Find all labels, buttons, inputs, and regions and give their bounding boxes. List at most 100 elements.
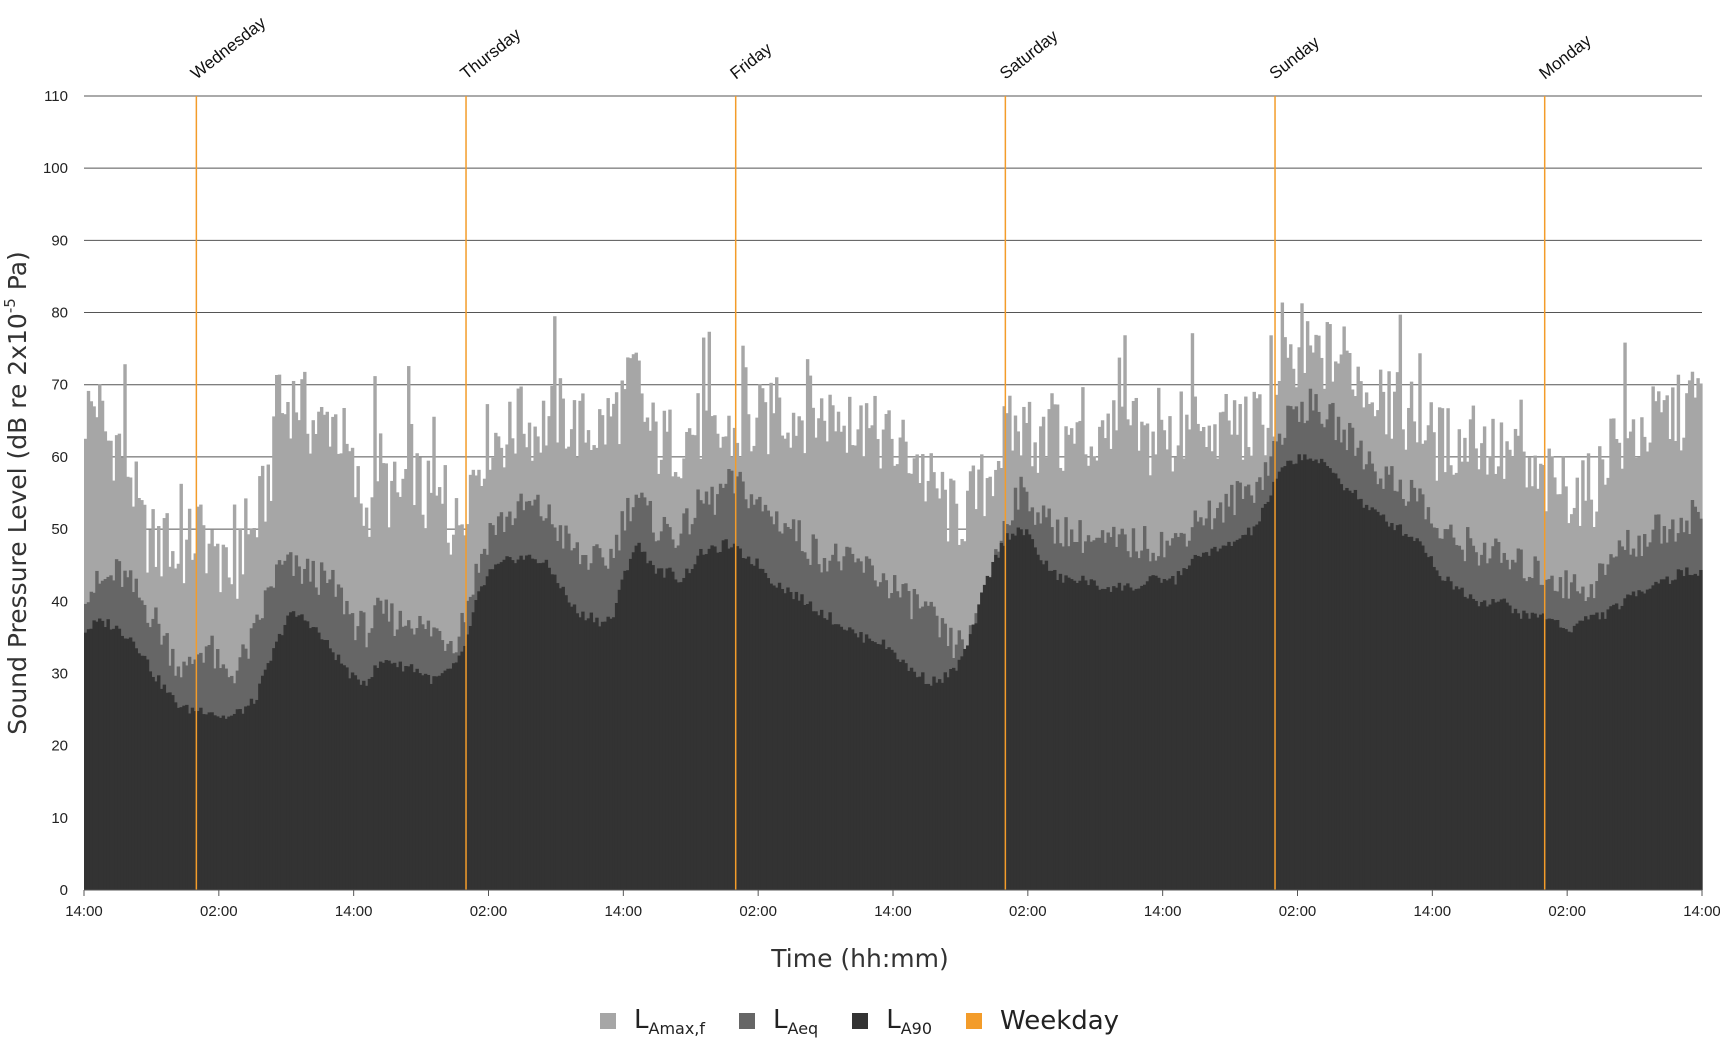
la90-bar [1190,558,1195,890]
la90-bar [1106,587,1110,890]
x-tick-label: 14:00 [1414,903,1452,920]
la90-bar [1069,579,1074,890]
la90-bar [193,711,197,890]
la90-bar [297,615,301,890]
la90-bar [668,567,672,890]
la90-bar [1460,587,1464,890]
la90-bar [617,589,622,890]
la90-bar [1145,581,1150,890]
la90-bar [460,651,464,890]
la90-bar [1387,526,1391,890]
la90-bar [443,670,447,890]
la90-bar [873,642,877,890]
la90-bar [322,640,327,890]
la90-bar [154,681,158,890]
la90-bar [1525,613,1529,890]
la90-bar [1050,570,1054,890]
la90-bar [730,547,734,890]
la90-bar [592,622,596,890]
la90-bar [1423,552,1428,890]
la90-bar [418,673,422,890]
la90-bar [1196,555,1200,890]
la90-bar [606,616,610,890]
weekday-marker-lines [195,96,1546,890]
la90-bar [1480,601,1484,890]
legend-swatch-lamax [600,1013,616,1029]
la90-bar [1157,577,1161,890]
la90-bar [283,624,287,890]
la90-bar [1362,507,1366,890]
la90-bar [1022,535,1026,890]
la90-bar [1654,581,1658,890]
la90-bar [884,649,888,890]
weekday-label: Monday [1535,31,1595,84]
la90-bar [471,612,476,890]
la90-bar [1126,583,1130,890]
la90-bar [1098,589,1102,890]
la90-bar [598,626,602,890]
la90-bar [991,561,995,890]
la90-bar [92,620,96,890]
la90-bar [1418,541,1422,890]
la90-bar [238,709,242,890]
la90-bar [1331,472,1335,890]
la90-bar [867,638,872,890]
la90-bar [1305,459,1310,890]
la90-bar [794,591,799,890]
la90-bar [682,577,686,890]
la90-bar [435,676,439,890]
la90-bar [856,637,860,890]
la90-bar [1025,529,1029,890]
legend-swatch-weekday [966,1013,983,1029]
la90-bar [213,715,217,890]
la90-bar [912,671,917,890]
la90-bar [1648,588,1653,890]
la90-bar [348,678,352,890]
la90-bar [1584,616,1588,890]
la90-bar [609,618,613,890]
la90-bar [494,564,498,890]
la90-bar [230,715,234,890]
la90-bar [1685,567,1689,890]
la90-bar [482,585,487,890]
la90-bar [1143,584,1147,890]
la90-bar [1064,575,1068,890]
la90-bar [289,612,293,890]
la90-bar [791,599,796,890]
la90-bar [926,683,931,890]
la90-bar [966,645,970,890]
la90-bar [525,555,529,890]
la90-bar [1572,625,1577,890]
la90-bar [595,617,599,890]
la90-bar [1185,569,1189,890]
la90-bar [1468,594,1473,890]
la90-bar [707,548,712,890]
la90-bar [308,628,313,890]
la90-bar [752,565,756,890]
la90-bar [1643,593,1647,890]
la90-bar [255,699,259,890]
la90-bar [1100,588,1105,890]
la90-bar [1002,545,1006,890]
la90-bar [176,707,181,890]
la90-bar [1679,570,1683,890]
la90-bar [1412,541,1417,890]
la90-bar [1553,620,1557,890]
la90-bar [1345,487,1349,890]
la90-bar [505,556,509,890]
la90-bar [1319,458,1324,890]
la90-bar [266,663,270,890]
la90-bar [1578,620,1582,890]
la90-bar [1224,545,1228,890]
la90-bar [440,673,445,890]
la90-bar [1370,507,1374,890]
la90-bar [1005,533,1009,890]
la90-bar [946,677,950,890]
la90-bar [732,543,737,890]
la90-bar [134,648,138,890]
la90-bar [1626,594,1630,890]
la90-bar [1404,534,1408,890]
la90-bar [923,684,928,890]
la90-bar [1165,580,1169,890]
la90-bar [909,667,914,890]
